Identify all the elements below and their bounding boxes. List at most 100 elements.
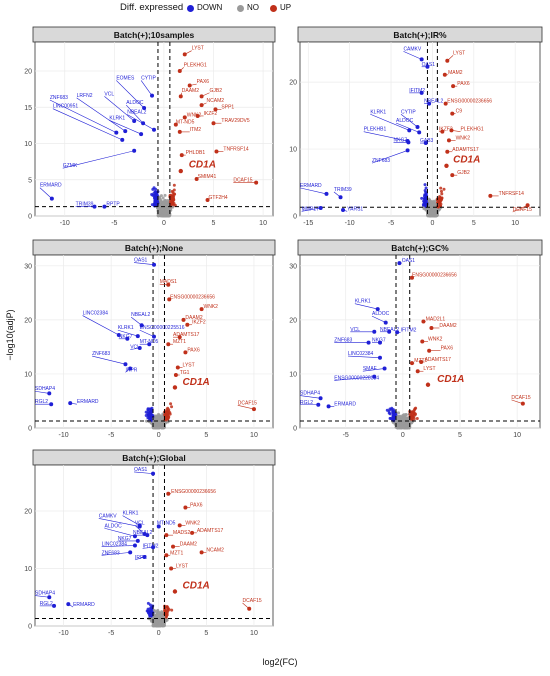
gene-label: RPTP [106, 202, 120, 208]
data-point [442, 187, 446, 191]
gene-label: KLRK1 [109, 115, 125, 121]
x-tick-label: 5 [212, 220, 216, 227]
data-point [158, 620, 162, 624]
data-point [153, 618, 157, 622]
data-point [404, 413, 408, 417]
data-point [150, 203, 154, 207]
gene-label: ENSG00000228334 [334, 375, 379, 381]
data-point [154, 197, 158, 201]
panel-title: Batch(+);GC% [391, 243, 449, 253]
labelled-point [132, 119, 137, 124]
gene-label: NKG7 [372, 338, 386, 344]
labelled-point [372, 329, 377, 334]
highlight-point [425, 382, 431, 387]
labelled-point [150, 93, 155, 98]
gene-label: NBEAL2 [380, 327, 399, 333]
x-tick-label: 10 [259, 220, 267, 227]
gene-label: MZT1 [170, 550, 183, 556]
data-point [155, 621, 159, 625]
labelled-point [173, 122, 178, 127]
panel-5: Batch(+);Global -10 -5 0 5 10 0 10 20 OAS1 ENSG000… [24, 449, 276, 637]
labelled-point [187, 83, 192, 88]
gene-label: MADS2 [173, 530, 190, 536]
data-point [155, 425, 159, 429]
data-point [424, 186, 428, 190]
data-point [390, 406, 394, 410]
x-tick-label: -5 [111, 220, 117, 227]
gene-label: LYST [453, 50, 465, 56]
labelled-point [166, 491, 171, 496]
gene-label: EOMES [116, 75, 135, 81]
labelled-point [125, 336, 130, 341]
data-point [440, 192, 444, 196]
labelled-point [152, 262, 156, 267]
legend-dot-up [270, 5, 277, 12]
data-point [420, 196, 424, 200]
label-leader [395, 122, 420, 133]
labelled-point [440, 129, 445, 134]
data-point [401, 420, 405, 424]
label-leader [98, 518, 140, 527]
labelled-point [167, 297, 172, 302]
labelled-point [442, 72, 447, 77]
y-tick-label: 10 [289, 147, 297, 154]
data-point [389, 416, 393, 420]
gene-label: DCAF15 [238, 400, 257, 406]
gene-label: CAMKV [99, 513, 117, 519]
data-point [408, 412, 412, 416]
gene-label: GAB3 [420, 138, 434, 144]
labelled-point [177, 523, 182, 528]
labelled-point [194, 177, 199, 182]
gene-label: LRFN2 [77, 93, 93, 99]
labelled-point [47, 391, 52, 396]
label-leader [104, 527, 136, 537]
panel-2: Batch(+);IR% -15 -10 -5 0 5 10 0 10 20 CAMKV OAS1 LY… [289, 26, 543, 227]
data-point [148, 414, 152, 418]
x-tick-label: -10 [60, 220, 70, 227]
panel-title: Batch(+);10samples [114, 30, 195, 40]
gene-label: SPP1 [221, 104, 234, 110]
data-point [167, 408, 171, 412]
data-point [158, 206, 162, 210]
labelled-point [326, 404, 331, 409]
data-point [153, 190, 157, 194]
gene-label: IRPR [135, 555, 147, 561]
labelled-point [366, 340, 371, 345]
labelled-point [137, 345, 142, 350]
labelled-point [415, 124, 420, 129]
data-point [167, 607, 171, 611]
gene-label: TRIM39 [334, 187, 352, 193]
gene-label: PLEKHG1 [461, 127, 484, 133]
label-leader [299, 395, 321, 399]
x-tick-label: -5 [343, 432, 349, 439]
label-leader [354, 303, 378, 310]
gene-label: NKG7 [119, 334, 133, 340]
data-point [171, 197, 175, 201]
legend-label-down: DOWN [197, 3, 223, 12]
data-point [422, 194, 426, 198]
gene-label: OAS1 [134, 258, 148, 264]
data-point [424, 190, 428, 194]
gene-label: WNK2 [456, 135, 471, 141]
gene-label: LINC02384 [83, 311, 109, 317]
label-leader [104, 96, 135, 122]
gene-label: LYST [423, 366, 435, 372]
labelled-point [151, 545, 156, 550]
data-point [406, 417, 410, 421]
labelled-point [421, 319, 426, 324]
gene-label: OAS1 [402, 258, 416, 264]
labelled-point [420, 339, 425, 344]
labelled-point [128, 366, 133, 371]
legend-title: Diff. expressed [120, 2, 184, 13]
gene-label: ZNF683 [372, 158, 390, 164]
gene-label: MZT1 [414, 358, 427, 364]
labelled-point [213, 107, 218, 112]
labelled-point [450, 111, 455, 116]
gene-label: ENSG00000225516 [140, 325, 185, 331]
x-tick-label: 10 [511, 220, 519, 227]
label-leader [400, 114, 418, 128]
gene-label: TNFRSF14 [223, 146, 249, 152]
data-point [166, 199, 170, 203]
labelled-point [199, 307, 204, 312]
data-point [170, 405, 174, 409]
